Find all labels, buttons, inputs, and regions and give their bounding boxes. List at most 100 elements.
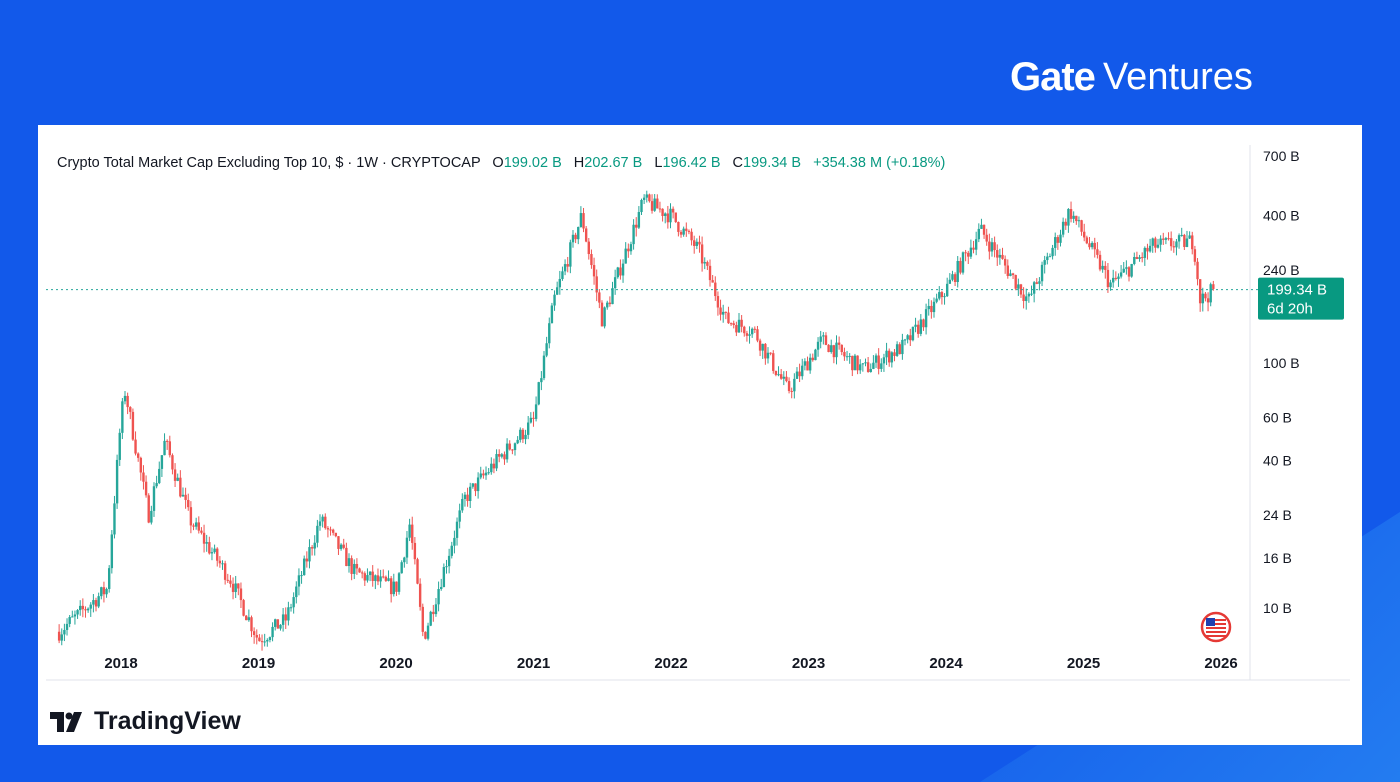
candle-body bbox=[930, 305, 933, 313]
candle-body bbox=[213, 548, 216, 553]
candle-body bbox=[1035, 282, 1038, 284]
candle-body bbox=[421, 606, 424, 632]
candle-body bbox=[437, 589, 440, 605]
candle-body bbox=[964, 252, 967, 254]
candle-body bbox=[424, 631, 427, 639]
open-value: 199.02 B bbox=[503, 155, 562, 171]
bar-countdown: 6d 20h bbox=[1267, 301, 1313, 318]
candle-body bbox=[521, 429, 525, 440]
candle-body bbox=[584, 228, 588, 242]
candle-body bbox=[429, 611, 432, 626]
close-value: 199.34 B bbox=[743, 155, 802, 171]
candle-body bbox=[1159, 238, 1162, 245]
candle-body bbox=[418, 583, 422, 607]
candle-body bbox=[92, 600, 95, 605]
candle-body bbox=[822, 335, 825, 337]
candle-body bbox=[903, 339, 907, 341]
candle-body bbox=[590, 254, 593, 266]
candle-body bbox=[524, 434, 527, 440]
candle-body bbox=[250, 617, 253, 632]
candle-body bbox=[408, 524, 411, 538]
candle-body bbox=[295, 586, 298, 598]
candle-body bbox=[795, 371, 799, 379]
candle-body bbox=[123, 395, 127, 402]
candle-body bbox=[129, 407, 132, 412]
candle-body bbox=[173, 469, 177, 481]
candle-body bbox=[1048, 256, 1052, 258]
candle-body bbox=[366, 575, 369, 581]
candle-body bbox=[210, 552, 214, 554]
candle-body bbox=[179, 477, 182, 497]
x-tick-label: 2018 bbox=[104, 655, 137, 672]
candle-body bbox=[434, 604, 438, 615]
candle-body bbox=[1209, 284, 1212, 303]
candle-body bbox=[1061, 221, 1065, 235]
candle-body bbox=[774, 370, 778, 375]
candle-body bbox=[808, 357, 812, 371]
candle-body bbox=[287, 607, 290, 621]
candle-body bbox=[400, 562, 403, 574]
candle-body bbox=[1025, 296, 1028, 302]
candle-body bbox=[1188, 235, 1191, 239]
x-tick-label: 2022 bbox=[654, 655, 687, 672]
candle-body bbox=[1059, 234, 1062, 243]
candle-body bbox=[1056, 237, 1060, 243]
candle-body bbox=[674, 212, 677, 222]
candle-body bbox=[508, 443, 511, 450]
x-tick-label: 2025 bbox=[1067, 655, 1100, 672]
candle-body bbox=[374, 575, 377, 581]
candle-body bbox=[355, 563, 359, 569]
candle-body bbox=[1083, 231, 1086, 238]
candle-body bbox=[595, 276, 598, 293]
candle-body bbox=[972, 247, 975, 250]
candle-body bbox=[711, 280, 714, 283]
candle-body bbox=[1130, 263, 1133, 277]
candle-body bbox=[811, 357, 814, 361]
candle-body bbox=[194, 522, 198, 527]
logo-ventures: Ventures bbox=[1102, 56, 1253, 98]
candle-body bbox=[793, 378, 796, 392]
candle-body bbox=[856, 355, 859, 371]
candle-body bbox=[880, 363, 883, 369]
y-tick-label: 16 B bbox=[1263, 550, 1292, 566]
low-value: 196.42 B bbox=[662, 155, 721, 171]
candle-body bbox=[985, 234, 988, 242]
candle-body bbox=[403, 557, 406, 563]
candle-body bbox=[1067, 209, 1070, 226]
candlestick-chart[interactable]: 700 B 400 B 240 B 100 B 60 B 40 B 24 B 16 B 10 B… bbox=[38, 125, 1362, 745]
candle-body bbox=[579, 213, 583, 227]
candle-body bbox=[168, 441, 172, 456]
candle-body bbox=[761, 343, 764, 351]
y-tick-label: 400 B bbox=[1263, 207, 1300, 223]
candle-body bbox=[592, 265, 596, 277]
candle-body bbox=[387, 578, 390, 581]
candle-body bbox=[837, 342, 841, 345]
candle-body bbox=[840, 344, 843, 353]
candle-body bbox=[851, 355, 854, 371]
candle-body bbox=[637, 212, 641, 228]
candle-body bbox=[1088, 243, 1091, 248]
candle-body bbox=[513, 443, 517, 451]
candle-body bbox=[714, 282, 717, 297]
us-flag-icon bbox=[1200, 611, 1232, 643]
candle-body bbox=[695, 241, 699, 246]
flag-stripe bbox=[1206, 619, 1226, 621]
candle-body bbox=[558, 278, 562, 288]
candle-body bbox=[669, 208, 672, 223]
open-label: O bbox=[492, 155, 504, 171]
candle-body bbox=[677, 221, 680, 232]
candle-body bbox=[716, 296, 720, 308]
candle-body bbox=[347, 558, 351, 567]
candle-body bbox=[743, 326, 746, 334]
candle-body bbox=[197, 522, 200, 531]
candle-body bbox=[482, 473, 485, 476]
high-label: H bbox=[573, 155, 585, 171]
candle-body bbox=[113, 503, 116, 535]
candle-body bbox=[258, 637, 261, 642]
candle-body bbox=[1169, 238, 1173, 247]
candle-body bbox=[619, 267, 622, 276]
candle-body bbox=[640, 199, 643, 213]
candle-body bbox=[416, 559, 419, 584]
candle-body bbox=[405, 537, 409, 558]
candle-body bbox=[308, 547, 311, 562]
